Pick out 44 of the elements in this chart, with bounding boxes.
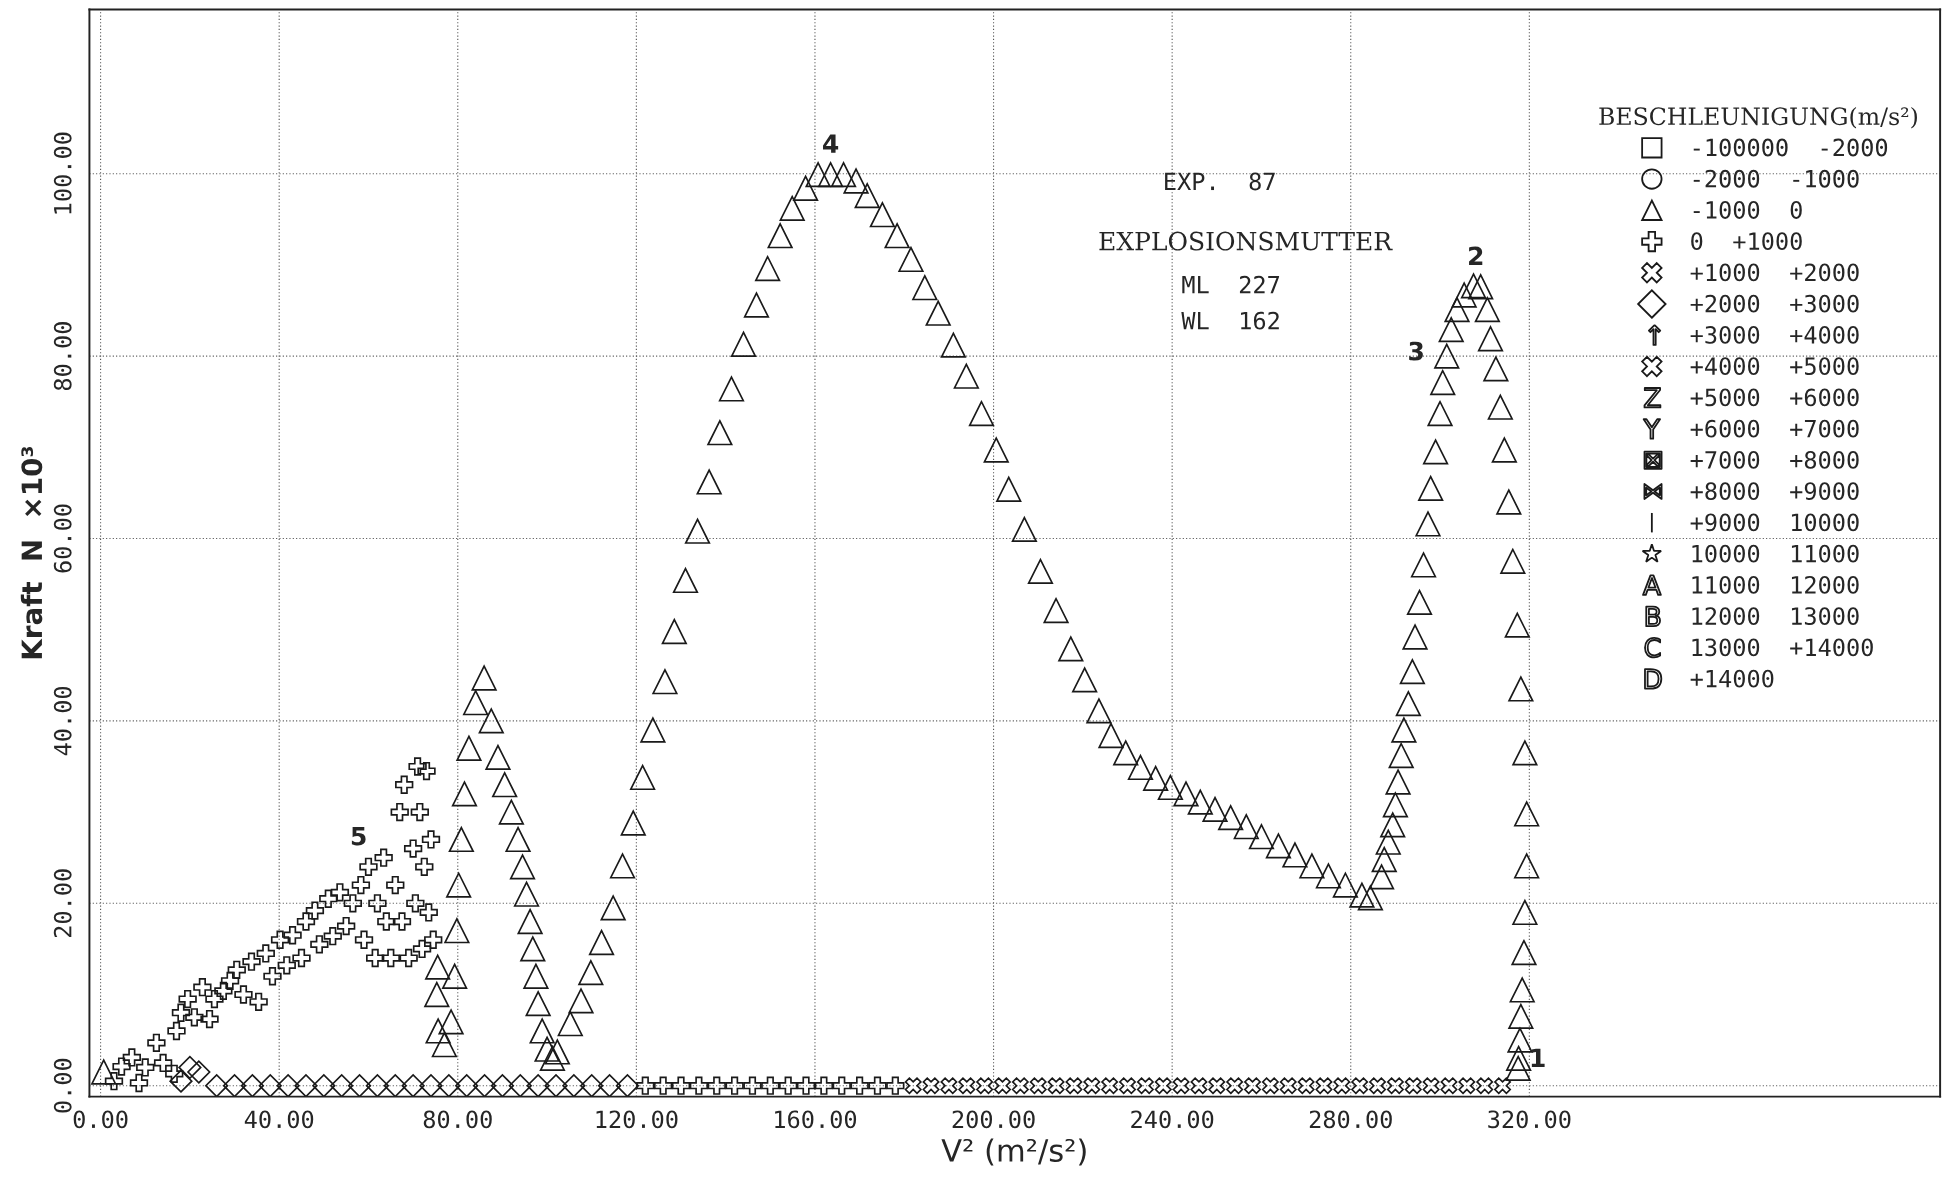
- legend-label: +2000 +3000: [1690, 294, 1859, 313]
- legend-label: +7000 +8000: [1690, 450, 1859, 469]
- legend-label: -1000 0: [1693, 201, 1802, 219]
- annotation: 1: [1531, 1048, 1545, 1067]
- annotation: 4: [823, 134, 839, 153]
- annotation: 5: [351, 826, 366, 846]
- x-tick-label: 280.00: [1309, 1110, 1392, 1129]
- x-tick-label: 320.00: [1488, 1110, 1571, 1129]
- annotation: ML 227: [1182, 275, 1280, 294]
- annotation: 3: [1409, 341, 1423, 361]
- x-tick-label: 240.00: [1131, 1110, 1214, 1129]
- annotation: 2: [1469, 246, 1483, 266]
- legend-label: +4000 +5000: [1690, 357, 1859, 376]
- y-tick-label: 100.00: [53, 132, 72, 214]
- x-tick-label: 40.00: [244, 1110, 314, 1129]
- annotation: WL 162: [1181, 311, 1279, 330]
- y-tick-label: 40.00: [53, 686, 72, 756]
- annotation: EXP. 87: [1165, 172, 1275, 191]
- y-tick-label: 20.00: [53, 869, 72, 938]
- x-tick-label: 0.00: [73, 1110, 128, 1129]
- legend-label: -100000 -2000: [1693, 138, 1888, 157]
- legend-label: 10000 11000: [1692, 544, 1859, 563]
- annotation: EXPLOSIONSMUTTER: [1099, 231, 1393, 251]
- legend-label: -2000 -1000: [1693, 169, 1859, 188]
- x-axis-title: V² (m²/s²): [941, 1138, 1086, 1166]
- legend-label: +1000 +2000: [1690, 263, 1859, 282]
- legend-label: 0 +1000: [1691, 232, 1802, 251]
- legend-title: BESCHLEUNIGUNG(m/s²): [1599, 106, 1917, 129]
- legend-label: +5000 +6000: [1690, 388, 1859, 407]
- y-tick-label: 80.00: [53, 322, 72, 391]
- legend-label: +14000: [1690, 669, 1774, 688]
- legend-label: +9000 10000: [1690, 513, 1859, 532]
- legend-label: +3000 +4000: [1690, 325, 1859, 344]
- y-axis-title: Kraft N ×10³: [20, 446, 43, 659]
- legend-label: +6000 +7000: [1690, 419, 1859, 438]
- x-tick-label: 160.00: [775, 1110, 857, 1129]
- legend-label: 12000 13000: [1692, 607, 1859, 626]
- x-tick-label: 80.00: [423, 1110, 492, 1129]
- x-tick-label: 120.00: [596, 1110, 678, 1129]
- legend-label: 13000 +14000: [1692, 638, 1873, 657]
- legend-label: +8000 +9000: [1690, 482, 1859, 501]
- y-tick-label: 60.00: [53, 504, 72, 573]
- x-tick-label: 200.00: [952, 1110, 1035, 1129]
- legend-label: 11000 12000: [1692, 575, 1859, 594]
